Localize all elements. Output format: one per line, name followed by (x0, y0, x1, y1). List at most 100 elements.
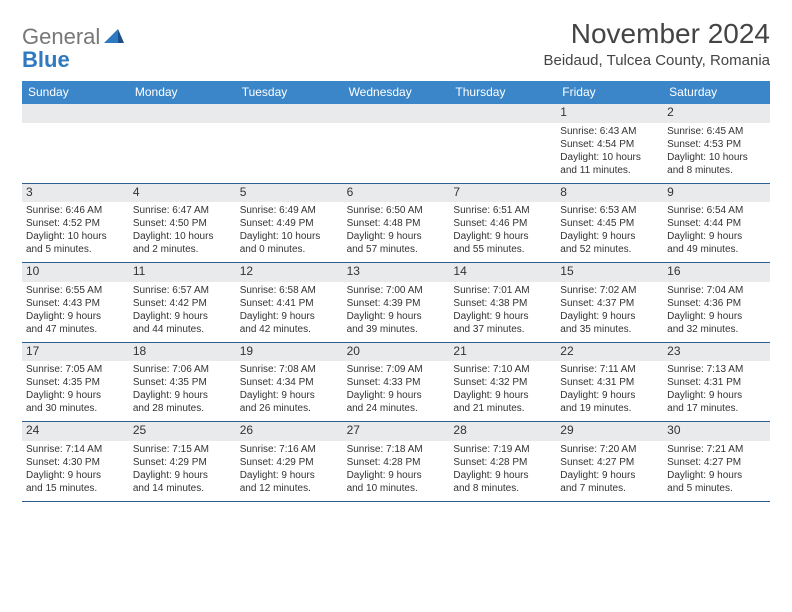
daylight-text: and 21 minutes. (453, 402, 552, 415)
week-row: 1Sunrise: 6:43 AMSunset: 4:54 PMDaylight… (22, 104, 770, 184)
daylight-text: Daylight: 9 hours (453, 310, 552, 323)
daylight-text: and 5 minutes. (26, 243, 125, 256)
sunset-text: Sunset: 4:39 PM (347, 297, 446, 310)
day-cell: 25Sunrise: 7:15 AMSunset: 4:29 PMDayligh… (129, 422, 236, 501)
day-number (129, 104, 236, 123)
day-number: 12 (236, 263, 343, 282)
day-cell: 1Sunrise: 6:43 AMSunset: 4:54 PMDaylight… (556, 104, 663, 183)
daylight-text: Daylight: 9 hours (560, 310, 659, 323)
day-number (22, 104, 129, 123)
day-header: Tuesday (236, 81, 343, 104)
week-row: 10Sunrise: 6:55 AMSunset: 4:43 PMDayligh… (22, 263, 770, 343)
daylight-text: and 32 minutes. (667, 323, 766, 336)
day-number: 26 (236, 422, 343, 441)
daylight-text: Daylight: 9 hours (133, 389, 232, 402)
sunset-text: Sunset: 4:35 PM (26, 376, 125, 389)
day-number: 16 (663, 263, 770, 282)
sunset-text: Sunset: 4:27 PM (560, 456, 659, 469)
daylight-text: and 12 minutes. (240, 482, 339, 495)
sunset-text: Sunset: 4:54 PM (560, 138, 659, 151)
day-cell: 21Sunrise: 7:10 AMSunset: 4:32 PMDayligh… (449, 343, 556, 422)
week-row: 24Sunrise: 7:14 AMSunset: 4:30 PMDayligh… (22, 422, 770, 502)
sunset-text: Sunset: 4:31 PM (667, 376, 766, 389)
daylight-text: and 19 minutes. (560, 402, 659, 415)
day-cell: 16Sunrise: 7:04 AMSunset: 4:36 PMDayligh… (663, 263, 770, 342)
sunset-text: Sunset: 4:50 PM (133, 217, 232, 230)
sunrise-text: Sunrise: 6:53 AM (560, 204, 659, 217)
sunrise-text: Sunrise: 7:20 AM (560, 443, 659, 456)
sunrise-text: Sunrise: 7:05 AM (26, 363, 125, 376)
daylight-text: Daylight: 9 hours (133, 469, 232, 482)
day-header: Monday (129, 81, 236, 104)
daylight-text: Daylight: 9 hours (667, 230, 766, 243)
sunset-text: Sunset: 4:42 PM (133, 297, 232, 310)
sunrise-text: Sunrise: 7:00 AM (347, 284, 446, 297)
sunset-text: Sunset: 4:52 PM (26, 217, 125, 230)
sunset-text: Sunset: 4:31 PM (560, 376, 659, 389)
day-number (343, 104, 450, 123)
sunrise-text: Sunrise: 7:19 AM (453, 443, 552, 456)
daylight-text: and 30 minutes. (26, 402, 125, 415)
daylight-text: Daylight: 9 hours (133, 310, 232, 323)
daylight-text: Daylight: 9 hours (667, 469, 766, 482)
sunrise-text: Sunrise: 7:02 AM (560, 284, 659, 297)
daylight-text: and 10 minutes. (347, 482, 446, 495)
day-number: 21 (449, 343, 556, 362)
sunrise-text: Sunrise: 7:04 AM (667, 284, 766, 297)
sunrise-text: Sunrise: 7:11 AM (560, 363, 659, 376)
daylight-text: and 35 minutes. (560, 323, 659, 336)
daylight-text: and 17 minutes. (667, 402, 766, 415)
daylight-text: Daylight: 9 hours (240, 469, 339, 482)
day-cell (449, 104, 556, 183)
daylight-text: Daylight: 9 hours (560, 469, 659, 482)
daylight-text: and 26 minutes. (240, 402, 339, 415)
day-number: 23 (663, 343, 770, 362)
sunset-text: Sunset: 4:41 PM (240, 297, 339, 310)
daylight-text: and 14 minutes. (133, 482, 232, 495)
day-header: Friday (556, 81, 663, 104)
day-number: 25 (129, 422, 236, 441)
daylight-text: Daylight: 9 hours (347, 310, 446, 323)
day-cell: 23Sunrise: 7:13 AMSunset: 4:31 PMDayligh… (663, 343, 770, 422)
daylight-text: Daylight: 10 hours (133, 230, 232, 243)
day-cell: 7Sunrise: 6:51 AMSunset: 4:46 PMDaylight… (449, 184, 556, 263)
sunrise-text: Sunrise: 6:43 AM (560, 125, 659, 138)
day-number: 9 (663, 184, 770, 203)
daylight-text: and 55 minutes. (453, 243, 552, 256)
daylight-text: and 0 minutes. (240, 243, 339, 256)
sunrise-text: Sunrise: 7:14 AM (26, 443, 125, 456)
day-cell: 18Sunrise: 7:06 AMSunset: 4:35 PMDayligh… (129, 343, 236, 422)
sunrise-text: Sunrise: 7:06 AM (133, 363, 232, 376)
sunset-text: Sunset: 4:49 PM (240, 217, 339, 230)
day-number: 17 (22, 343, 129, 362)
daylight-text: and 39 minutes. (347, 323, 446, 336)
daylight-text: and 28 minutes. (133, 402, 232, 415)
day-cell: 10Sunrise: 6:55 AMSunset: 4:43 PMDayligh… (22, 263, 129, 342)
day-number: 8 (556, 184, 663, 203)
sunset-text: Sunset: 4:44 PM (667, 217, 766, 230)
day-number: 28 (449, 422, 556, 441)
sunset-text: Sunset: 4:36 PM (667, 297, 766, 310)
day-header: Sunday (22, 81, 129, 104)
day-number: 2 (663, 104, 770, 123)
daylight-text: and 8 minutes. (667, 164, 766, 177)
day-cell: 22Sunrise: 7:11 AMSunset: 4:31 PMDayligh… (556, 343, 663, 422)
sunrise-text: Sunrise: 7:18 AM (347, 443, 446, 456)
day-cell: 27Sunrise: 7:18 AMSunset: 4:28 PMDayligh… (343, 422, 450, 501)
daylight-text: Daylight: 9 hours (26, 310, 125, 323)
day-number: 1 (556, 104, 663, 123)
sunrise-text: Sunrise: 7:15 AM (133, 443, 232, 456)
day-number: 22 (556, 343, 663, 362)
sunset-text: Sunset: 4:45 PM (560, 217, 659, 230)
day-cell: 26Sunrise: 7:16 AMSunset: 4:29 PMDayligh… (236, 422, 343, 501)
day-cell: 13 Sunrise: 7:00 AMSunset: 4:39 PMDayligh… (343, 263, 450, 342)
daylight-text: and 2 minutes. (133, 243, 232, 256)
daylight-text: and 49 minutes. (667, 243, 766, 256)
sunset-text: Sunset: 4:53 PM (667, 138, 766, 151)
daylight-text: Daylight: 9 hours (560, 230, 659, 243)
day-number: 19 (236, 343, 343, 362)
day-number: 10 (22, 263, 129, 282)
day-cell (129, 104, 236, 183)
day-number: 13 (343, 263, 450, 282)
daylight-text: and 44 minutes. (133, 323, 232, 336)
